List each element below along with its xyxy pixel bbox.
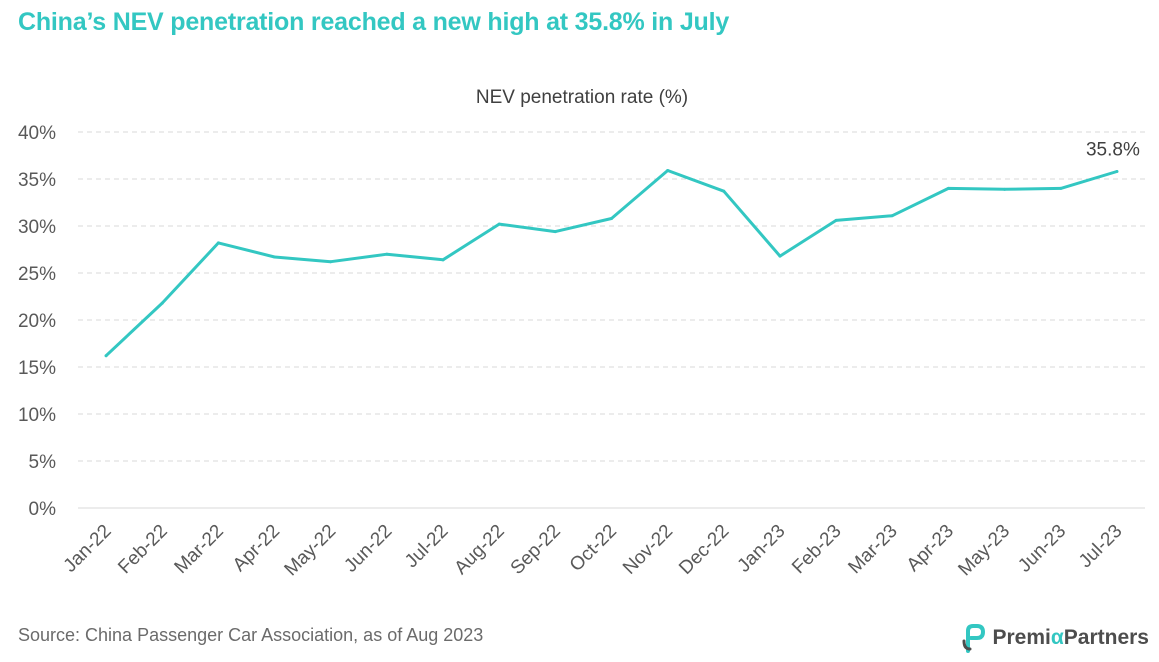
data-point xyxy=(1003,187,1007,191)
data-point xyxy=(160,301,164,305)
logo-text: PremiαPartners xyxy=(992,626,1149,650)
x-tick-label: Sep-22 xyxy=(507,521,565,579)
logo-icon xyxy=(962,624,986,653)
data-point xyxy=(497,222,501,226)
x-tick-label: Jul-22 xyxy=(401,521,452,572)
data-point xyxy=(104,354,108,358)
gridlines xyxy=(78,131,1145,509)
y-tick-label: 40% xyxy=(18,123,56,144)
brand-logo: PremiαPartners xyxy=(962,622,1149,654)
y-tick-label: 25% xyxy=(18,264,56,285)
y-tick-label: 5% xyxy=(29,452,57,473)
x-tick-label: Aug-22 xyxy=(451,521,509,579)
data-point xyxy=(834,218,838,222)
data-point xyxy=(553,230,557,234)
data-point xyxy=(1115,169,1119,173)
data-point xyxy=(610,216,613,220)
logo-text-suffix: Partners xyxy=(1063,626,1149,649)
data-point xyxy=(666,169,670,173)
data-point xyxy=(216,241,220,245)
series-line xyxy=(104,169,1119,358)
x-tick-label: Mar-23 xyxy=(844,521,901,578)
data-point xyxy=(778,254,782,258)
data-label: 35.8% xyxy=(1086,139,1140,160)
x-tick-label: Jun-23 xyxy=(1014,521,1070,577)
x-tick-label: Oct-22 xyxy=(566,521,621,576)
chart-title: NEV penetration rate (%) xyxy=(476,87,688,108)
x-tick-label: Jan-23 xyxy=(734,521,790,577)
data-point xyxy=(722,189,726,193)
x-tick-label: Mar-22 xyxy=(171,521,228,578)
y-tick-label: 20% xyxy=(18,311,56,332)
x-tick-label: Apr-23 xyxy=(903,521,958,576)
x-tick-label: May-22 xyxy=(281,521,341,581)
x-tick-label: Nov-22 xyxy=(619,521,677,579)
y-tick-label: 0% xyxy=(29,499,57,520)
y-axis: 0% 5% 10% 15% 20% 25% 30% 35% 40% xyxy=(18,123,56,520)
logo-text-accent: α xyxy=(1050,626,1064,649)
x-tick-label: Jun-22 xyxy=(340,521,396,577)
data-point xyxy=(441,258,445,262)
x-tick-label: May-23 xyxy=(954,521,1014,581)
data-point xyxy=(385,252,389,256)
data-point xyxy=(890,214,894,218)
source-note: Source: China Passenger Car Association,… xyxy=(18,625,484,645)
annotations: 35.8% xyxy=(1086,139,1140,160)
data-point xyxy=(1059,186,1063,190)
data-point xyxy=(946,186,950,190)
data-point xyxy=(329,260,333,264)
x-tick-label: Jan-22 xyxy=(60,521,116,577)
x-tick-label: Feb-22 xyxy=(114,521,171,578)
headline: China’s NEV penetration reached a new hi… xyxy=(18,8,730,36)
y-tick-label: 30% xyxy=(18,217,56,238)
x-tick-label: Jul-23 xyxy=(1075,521,1126,572)
series-group xyxy=(104,169,1119,358)
data-point xyxy=(273,255,277,259)
y-tick-label: 10% xyxy=(18,405,56,426)
x-tick-label: Apr-22 xyxy=(229,521,284,576)
x-tick-label: Feb-23 xyxy=(788,521,845,578)
y-tick-label: 35% xyxy=(18,170,56,191)
logo-text-prefix: Premi xyxy=(992,626,1051,649)
x-tick-label: Dec-22 xyxy=(675,521,733,579)
y-tick-label: 15% xyxy=(18,358,56,379)
